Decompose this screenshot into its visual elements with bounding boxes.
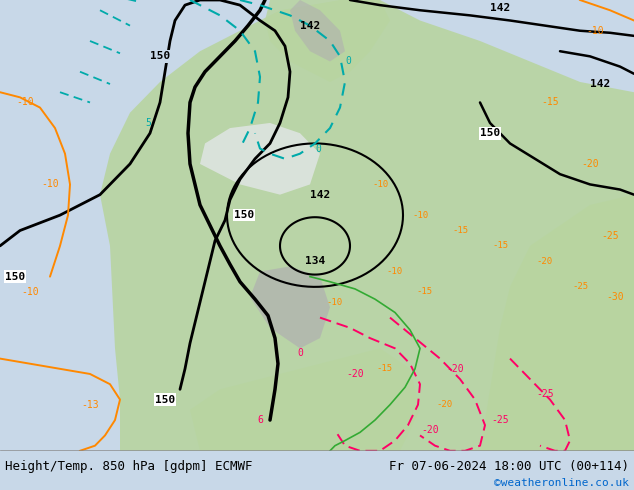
Text: -25: -25 — [536, 390, 554, 399]
Text: -15: -15 — [377, 365, 393, 373]
Text: -10: -10 — [387, 267, 403, 276]
Text: 150: 150 — [150, 51, 170, 61]
Text: -10: -10 — [41, 179, 59, 190]
Text: 150: 150 — [5, 271, 25, 282]
Text: -20: -20 — [437, 400, 453, 409]
Text: 0: 0 — [345, 56, 351, 67]
Text: 0: 0 — [297, 348, 303, 359]
Text: -10: -10 — [327, 298, 343, 307]
Text: 150: 150 — [155, 394, 175, 405]
Text: -25: -25 — [601, 231, 619, 241]
Text: 142: 142 — [310, 190, 330, 199]
Text: 134: 134 — [305, 256, 325, 266]
Text: Fr 07-06-2024 18:00 UTC (00+114): Fr 07-06-2024 18:00 UTC (00+114) — [389, 460, 629, 473]
Text: -20: -20 — [346, 369, 364, 379]
Text: 142: 142 — [300, 21, 320, 30]
Polygon shape — [290, 0, 345, 61]
Text: -10: -10 — [586, 26, 604, 36]
Text: -25: -25 — [491, 415, 509, 425]
Text: 150: 150 — [234, 210, 254, 220]
Polygon shape — [190, 348, 420, 451]
Text: -15: -15 — [417, 288, 433, 296]
Polygon shape — [480, 195, 634, 451]
Text: ©weatheronline.co.uk: ©weatheronline.co.uk — [494, 478, 629, 488]
Polygon shape — [265, 0, 390, 82]
Text: Height/Temp. 850 hPa [gdpm] ECMWF: Height/Temp. 850 hPa [gdpm] ECMWF — [5, 460, 252, 473]
Text: 142: 142 — [590, 79, 610, 89]
Text: -10: -10 — [372, 180, 388, 189]
Text: -10: -10 — [21, 287, 39, 297]
Text: 142: 142 — [490, 3, 510, 13]
Text: -25: -25 — [572, 282, 588, 292]
Text: 150: 150 — [480, 128, 500, 138]
Text: -15: -15 — [492, 242, 508, 250]
Text: -15: -15 — [452, 226, 468, 235]
Text: -10: -10 — [16, 98, 34, 107]
Text: -20: -20 — [537, 257, 553, 266]
Text: 5: 5 — [145, 118, 151, 128]
Polygon shape — [250, 267, 330, 348]
Text: -10: -10 — [412, 211, 428, 220]
Polygon shape — [100, 0, 634, 451]
Text: -13: -13 — [81, 400, 99, 410]
Text: -20: -20 — [421, 425, 439, 435]
Polygon shape — [200, 123, 320, 195]
Text: 6: 6 — [257, 415, 263, 425]
Text: 0: 0 — [315, 144, 321, 153]
Text: -20: -20 — [446, 364, 464, 374]
Text: -15: -15 — [541, 98, 559, 107]
Text: -30: -30 — [606, 292, 624, 302]
Text: -20: -20 — [581, 159, 598, 169]
